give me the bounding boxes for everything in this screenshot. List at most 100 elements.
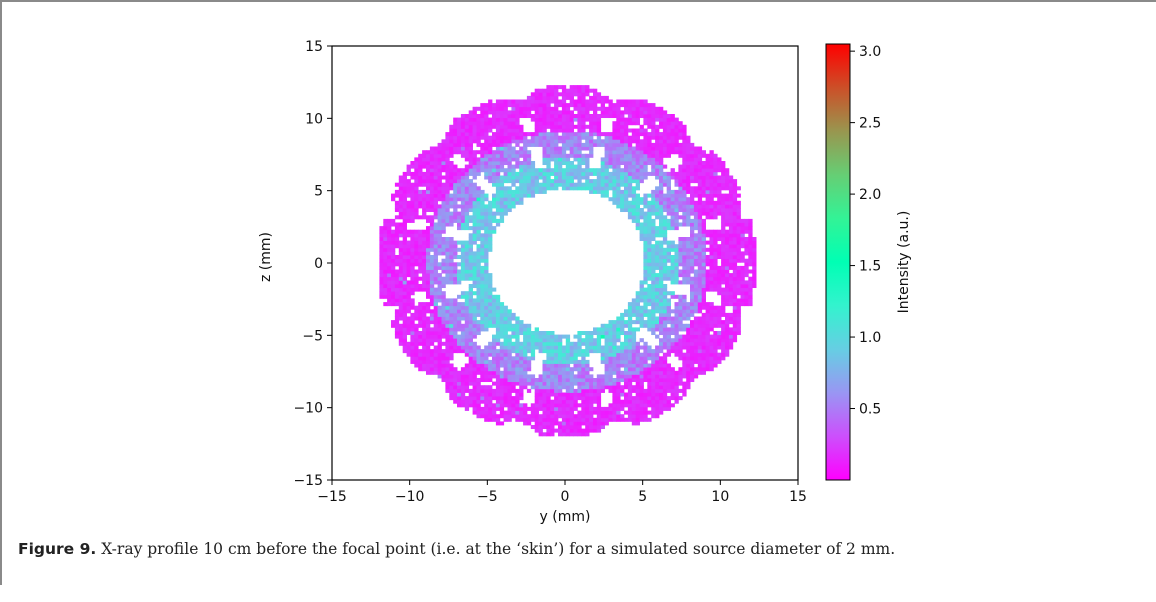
heat-cell bbox=[616, 135, 621, 140]
heat-cell bbox=[383, 247, 388, 252]
heat-cell bbox=[651, 294, 656, 299]
heat-cell bbox=[453, 247, 458, 252]
heat-cell bbox=[445, 175, 450, 180]
heat-cell bbox=[651, 305, 656, 310]
heat-cell bbox=[394, 182, 400, 187]
heat-cell bbox=[429, 327, 435, 332]
heat-cell bbox=[507, 323, 512, 328]
heat-cell bbox=[585, 425, 590, 430]
heat-cell bbox=[433, 197, 438, 202]
heat-cell bbox=[530, 189, 536, 194]
heat-cell bbox=[488, 211, 493, 216]
heat-cell bbox=[418, 269, 423, 274]
heat-cell bbox=[530, 186, 536, 191]
heat-cell bbox=[507, 338, 512, 343]
heat-cell bbox=[472, 309, 477, 314]
heat-cell bbox=[453, 171, 458, 176]
heat-cell bbox=[682, 128, 687, 133]
heat-cell bbox=[561, 359, 567, 364]
heat-cell bbox=[519, 161, 524, 166]
heat-cell bbox=[670, 132, 675, 137]
heat-cell bbox=[488, 117, 493, 122]
heat-cell bbox=[460, 265, 466, 270]
heat-cell bbox=[554, 175, 559, 180]
heat-cell bbox=[662, 229, 668, 234]
heat-cell bbox=[561, 425, 567, 430]
heat-cell bbox=[484, 410, 489, 415]
heat-cell bbox=[418, 284, 423, 289]
heat-cell bbox=[468, 150, 473, 155]
heat-cell bbox=[429, 193, 435, 198]
heat-cell bbox=[550, 121, 555, 126]
heat-cell bbox=[581, 432, 586, 437]
heat-cell bbox=[651, 226, 656, 231]
heat-cell bbox=[635, 128, 640, 133]
heat-cell bbox=[561, 352, 567, 357]
heat-cell bbox=[460, 215, 466, 220]
heat-cell bbox=[480, 298, 485, 303]
heat-cell bbox=[725, 247, 730, 252]
heat-cell bbox=[620, 392, 625, 397]
heat-cell bbox=[484, 388, 489, 393]
heat-cell bbox=[457, 334, 462, 339]
heat-cell bbox=[394, 269, 400, 274]
heat-cell bbox=[717, 200, 722, 205]
heat-cell bbox=[627, 381, 633, 386]
heat-cell bbox=[624, 410, 629, 415]
heat-cell bbox=[387, 229, 392, 234]
heat-cell bbox=[379, 273, 384, 278]
heat-cell bbox=[690, 222, 695, 227]
heat-cell bbox=[639, 146, 644, 151]
heat-cell bbox=[631, 106, 637, 111]
heat-cell bbox=[437, 247, 442, 252]
heat-cell bbox=[666, 186, 671, 191]
heat-cell bbox=[488, 200, 493, 205]
heat-cell bbox=[507, 367, 512, 372]
heat-cell bbox=[546, 421, 551, 426]
heat-cell bbox=[464, 114, 470, 119]
heat-cell bbox=[538, 414, 543, 419]
heat-cell bbox=[422, 204, 427, 209]
heat-cell bbox=[678, 146, 683, 151]
heat-cell bbox=[561, 356, 567, 361]
heat-cell bbox=[596, 139, 602, 144]
heat-cell bbox=[643, 356, 648, 361]
heat-cell bbox=[705, 334, 710, 339]
heat-cell bbox=[589, 421, 594, 426]
heat-cell bbox=[573, 103, 578, 108]
heat-cell bbox=[697, 189, 703, 194]
heat-cell bbox=[414, 341, 419, 346]
heat-cell bbox=[550, 359, 555, 364]
heatmap-cells bbox=[379, 85, 757, 437]
heat-cell bbox=[402, 200, 407, 205]
heat-cell bbox=[391, 197, 396, 202]
heat-cell bbox=[414, 356, 419, 361]
heat-cell bbox=[484, 215, 489, 220]
heat-cell bbox=[682, 255, 687, 260]
heat-cell bbox=[627, 367, 633, 372]
heat-cell bbox=[414, 179, 419, 184]
heat-cell bbox=[519, 414, 524, 419]
heat-cell bbox=[627, 204, 633, 209]
heat-cell bbox=[682, 168, 687, 173]
heat-cell bbox=[608, 164, 613, 169]
heat-cell bbox=[418, 197, 423, 202]
heat-cell bbox=[550, 99, 555, 104]
heat-cell bbox=[429, 215, 435, 220]
heat-cell bbox=[721, 237, 726, 242]
heat-cell bbox=[464, 117, 470, 122]
heat-cell bbox=[550, 370, 555, 375]
heat-cell bbox=[554, 157, 559, 162]
heat-cell bbox=[725, 244, 730, 249]
heat-cell bbox=[686, 352, 691, 357]
heat-cell bbox=[488, 280, 493, 285]
heat-cell bbox=[507, 128, 512, 133]
heat-cell bbox=[418, 244, 423, 249]
heat-cell bbox=[558, 334, 563, 339]
heat-cell bbox=[662, 204, 668, 209]
heat-cell bbox=[507, 356, 512, 361]
heat-cell bbox=[690, 168, 695, 173]
heat-cell bbox=[709, 327, 714, 332]
heat-cell bbox=[643, 164, 648, 169]
heat-cell bbox=[674, 294, 679, 299]
